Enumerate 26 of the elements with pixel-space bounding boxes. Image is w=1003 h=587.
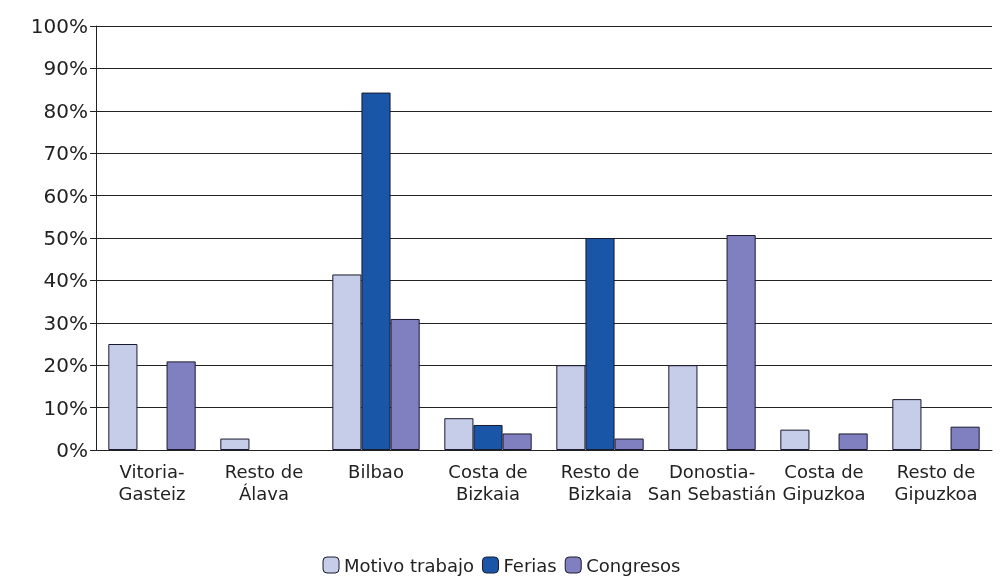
y-tick-label: 80% [43, 98, 88, 123]
y-tick-label: 50% [43, 226, 88, 250]
y-tick-label: 100% [30, 14, 88, 38]
x-tick-label: Vitoria- Gasteiz [118, 460, 186, 504]
y-tick-label: 0% [56, 438, 88, 462]
bar [838, 433, 868, 450]
legend-label: Congresos [586, 554, 681, 576]
x-tick-label: Bilbao [348, 460, 404, 482]
y-tick-label: 10% [43, 395, 88, 420]
y-tick-label: 40% [43, 268, 88, 293]
x-tick-label: Donostia- San Sebastián [647, 460, 777, 504]
x-tick-label: Costa de Gipuzkoa [782, 460, 866, 504]
bar [950, 426, 980, 450]
bar [780, 429, 810, 450]
x-tick-label: Resto de Gipuzkoa [894, 460, 978, 504]
x-tick-label: Costa de Bizkaia [448, 460, 528, 504]
bar [220, 438, 250, 450]
y-tick-label: 20% [43, 353, 88, 378]
x-tick-label: Resto de Bizkaia [560, 460, 640, 504]
y-tick-label: 30% [43, 310, 88, 335]
legend-label: Ferias [503, 554, 557, 576]
legend-label: Motivo trabajo [344, 554, 474, 576]
x-tick-label: Resto de Álava [224, 460, 304, 504]
y-tick-label: 60% [43, 183, 88, 208]
y-tick-label: 90% [43, 56, 88, 81]
y-tick-label: 70% [43, 141, 88, 166]
